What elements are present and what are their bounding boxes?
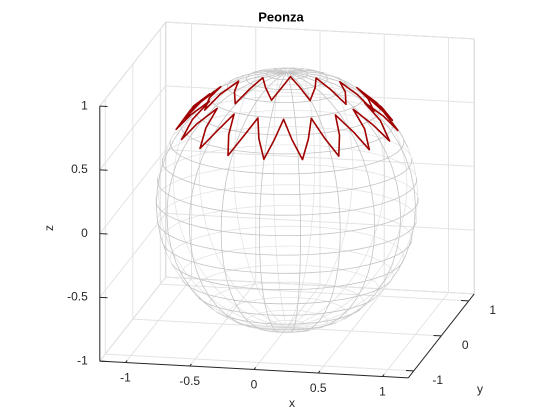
x-tick-label: 1: [379, 385, 386, 399]
z-tick-label: 0: [81, 226, 88, 240]
trajectory-line: [175, 75, 399, 161]
grid-line: [99, 149, 167, 234]
z-tick-label: 1: [81, 98, 88, 112]
grid-line: [99, 21, 167, 107]
grid-line: [165, 149, 475, 167]
y-tick-label: -1: [432, 373, 443, 387]
z-tick-label: 0.5: [71, 162, 88, 176]
chart-title: Peonza: [258, 9, 304, 24]
y-tick-label: 0: [462, 338, 469, 352]
grid-line: [132, 318, 442, 337]
x-axis: [99, 360, 409, 379]
grid-line: [165, 212, 475, 231]
grid-line: [165, 21, 475, 40]
grid-line: [105, 353, 414, 372]
y-axis-label: y: [477, 382, 483, 396]
grid-line: [99, 85, 167, 171]
z-axis-label: z: [42, 225, 56, 231]
z-tick-label: -0.5: [67, 290, 88, 304]
x-tick-label: 0: [251, 378, 258, 392]
grid-line: [160, 283, 469, 302]
grid-line: [165, 276, 475, 295]
x-tick-label: -0.5: [179, 374, 200, 388]
grid-line: [99, 213, 167, 298]
x-tick-label: -1: [120, 371, 131, 385]
y-tick-label: 1: [489, 303, 496, 317]
x-tick-label: 0.5: [310, 381, 327, 395]
x-axis-label: x: [289, 396, 295, 410]
y-axis: [407, 293, 475, 379]
grid-line: [99, 276, 167, 362]
z-tick-label: -1: [77, 353, 88, 367]
